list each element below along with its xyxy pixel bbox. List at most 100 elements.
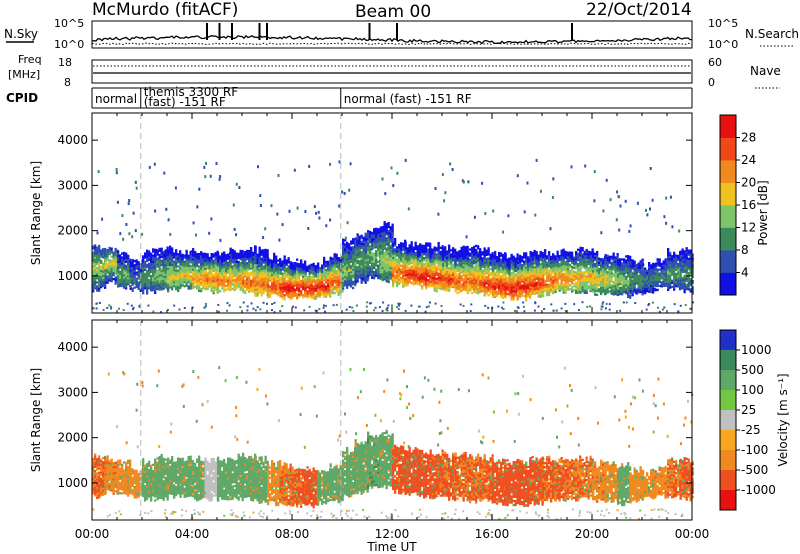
heat-cell bbox=[254, 266, 257, 269]
heat-cell bbox=[452, 285, 455, 289]
heat-cell bbox=[169, 270, 172, 273]
heat-cell bbox=[448, 263, 451, 266]
heat-cell bbox=[431, 272, 434, 276]
heat-cell bbox=[471, 281, 474, 284]
heat-cell bbox=[281, 288, 284, 292]
heat-cell bbox=[500, 283, 503, 286]
heat-cell bbox=[487, 283, 490, 287]
heat-cell bbox=[219, 290, 222, 293]
heat-cell bbox=[179, 269, 182, 272]
heat-cell bbox=[277, 273, 280, 276]
heat-cell bbox=[317, 278, 320, 282]
heat-cell bbox=[287, 277, 290, 280]
heat-cell bbox=[137, 277, 140, 280]
heat-cell bbox=[550, 272, 553, 275]
heat-cell bbox=[329, 287, 332, 290]
heat-cell bbox=[296, 262, 299, 265]
heat-cell bbox=[102, 282, 105, 285]
heat-cell bbox=[442, 282, 445, 286]
heat-cell bbox=[125, 281, 128, 284]
heat-cell bbox=[327, 272, 330, 276]
heat-cell bbox=[435, 255, 438, 258]
heat-cell bbox=[158, 286, 161, 289]
heat-cell bbox=[419, 267, 422, 270]
heat-cell bbox=[406, 273, 409, 276]
heat-cell bbox=[192, 262, 195, 265]
heat-cell bbox=[531, 292, 534, 295]
heat-cell bbox=[454, 257, 457, 260]
heat-cell bbox=[444, 262, 447, 265]
heat-cell bbox=[542, 260, 545, 263]
heat-cell bbox=[171, 253, 174, 256]
heat-cell bbox=[489, 288, 492, 291]
heat-cell bbox=[121, 276, 124, 280]
heat-cell bbox=[348, 257, 351, 260]
heat-cell bbox=[548, 257, 551, 260]
heat-cell bbox=[306, 267, 309, 270]
heat-cell bbox=[381, 268, 384, 271]
heat-cell bbox=[554, 256, 557, 259]
heat-cell bbox=[127, 271, 130, 274]
heat-cell bbox=[181, 276, 184, 279]
heat-cell bbox=[410, 243, 413, 246]
heat-cell bbox=[364, 236, 367, 239]
heat-cell bbox=[252, 270, 255, 273]
heat-cell bbox=[460, 256, 463, 260]
heat-cell bbox=[510, 257, 513, 261]
heat-cell bbox=[529, 251, 532, 254]
heat-cell bbox=[544, 289, 547, 293]
heat-cell bbox=[352, 282, 355, 286]
heat-cell bbox=[233, 284, 236, 288]
heat-cell bbox=[196, 273, 199, 276]
heat-cell bbox=[444, 260, 447, 263]
heat-cell bbox=[183, 256, 186, 259]
heat-cell bbox=[112, 261, 115, 264]
heat-cell bbox=[406, 247, 409, 250]
heat-cell bbox=[173, 254, 176, 257]
heat-cell bbox=[319, 281, 322, 284]
heat-cell bbox=[344, 243, 347, 246]
heat-cell bbox=[279, 281, 282, 284]
heat-cell bbox=[158, 284, 161, 287]
heat-cell bbox=[458, 268, 461, 271]
heat-cell bbox=[100, 286, 103, 289]
heat-cell bbox=[160, 276, 163, 279]
heat-cell bbox=[231, 281, 234, 284]
heat-cell bbox=[206, 267, 209, 270]
heat-cell bbox=[329, 262, 332, 266]
heat-cell bbox=[204, 286, 207, 289]
heat-cell bbox=[337, 281, 340, 284]
heat-cell bbox=[189, 256, 192, 260]
heat-cell bbox=[360, 279, 363, 282]
heat-cell bbox=[450, 259, 453, 262]
heat-cell bbox=[175, 261, 178, 264]
heat-cell bbox=[312, 270, 315, 274]
heat-cell bbox=[119, 272, 122, 275]
heat-cell bbox=[367, 242, 370, 245]
heat-cell bbox=[231, 250, 234, 254]
heat-cell bbox=[137, 271, 140, 274]
heat-cell bbox=[306, 282, 309, 285]
heat-cell bbox=[506, 268, 509, 271]
heat-cell bbox=[346, 262, 349, 265]
heat-cell bbox=[444, 256, 447, 259]
heat-cell bbox=[281, 262, 284, 265]
heat-cell bbox=[98, 246, 101, 250]
heat-cell bbox=[200, 259, 203, 262]
heat-cell bbox=[460, 267, 463, 270]
heat-cell bbox=[473, 272, 476, 275]
heat-cell bbox=[267, 269, 270, 272]
heat-cell bbox=[310, 267, 313, 271]
heat-cell bbox=[410, 277, 413, 281]
heat-cell bbox=[464, 270, 467, 273]
heat-cell bbox=[173, 256, 176, 259]
heat-cell bbox=[523, 284, 526, 288]
heat-cell bbox=[396, 278, 399, 282]
heat-cell bbox=[479, 281, 482, 285]
heat-cell bbox=[229, 286, 232, 289]
heat-cell bbox=[427, 266, 430, 270]
heat-cell bbox=[367, 258, 370, 261]
heat-cell bbox=[398, 270, 401, 273]
heat-cell bbox=[417, 256, 420, 259]
heat-cell bbox=[529, 253, 532, 256]
